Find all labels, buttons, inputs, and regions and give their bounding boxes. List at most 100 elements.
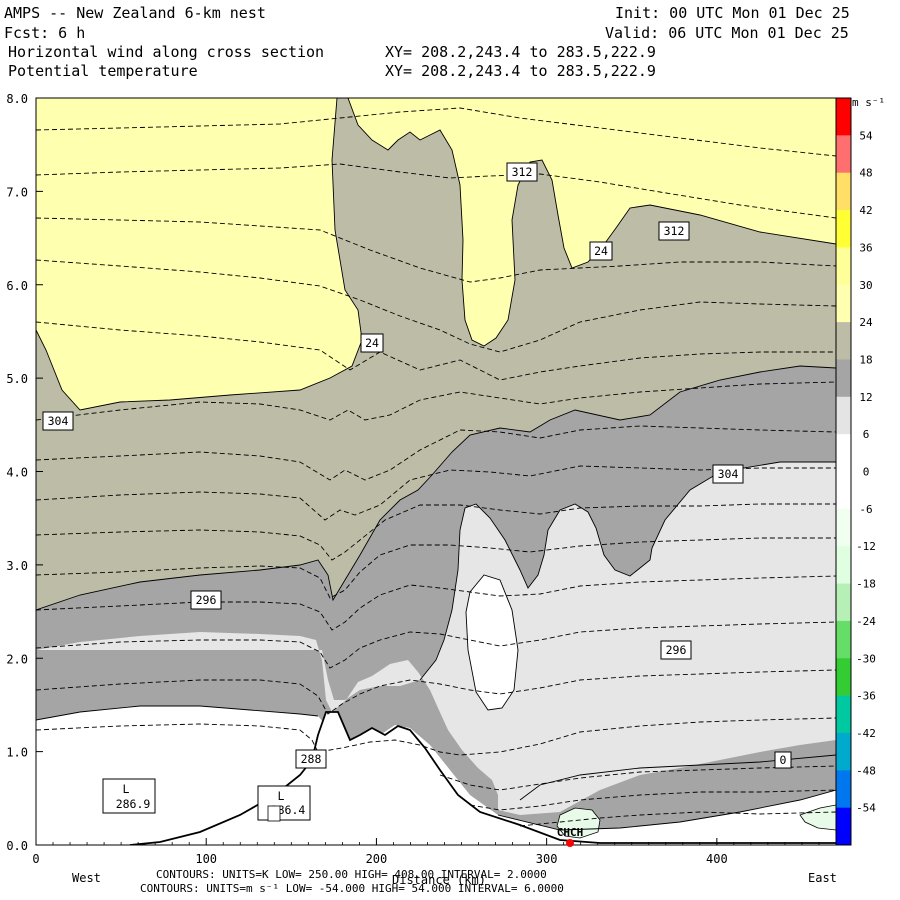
y-axis: 0.0 1.0 2.0 3.0 4.0 5.0 6.0 7.0 8.0	[6, 92, 43, 853]
colorbar-swatch	[836, 695, 851, 734]
station-label: CHCH	[557, 826, 584, 839]
theta-label-box	[712, 464, 744, 484]
y-tick-label: 5.0	[6, 372, 28, 386]
theta-label-box	[295, 749, 327, 769]
theta-contour	[36, 217, 836, 283]
theta-contour	[36, 669, 836, 715]
colorbar-swatch	[836, 434, 851, 472]
theta-label-box	[190, 590, 222, 610]
theta-contour	[36, 425, 836, 481]
theta-contour	[36, 107, 836, 157]
wind-contour-0	[519, 754, 836, 801]
contour-labels: 312 312 304 304 296 296 288 24 24 0 L 28…	[42, 162, 792, 847]
wind-label: 24	[594, 244, 608, 258]
footer-theta-contours: CONTOURS: UNITS=K LOW= 250.00 HIGH= 408.…	[156, 868, 547, 881]
station-marker	[566, 839, 574, 847]
theta-contour	[36, 163, 836, 219]
x-right-label: East	[808, 871, 837, 885]
theta-label: 296	[196, 593, 217, 607]
theta-label-box	[660, 640, 692, 660]
header-valid: Valid: 06 UTC Mon 01 Dec 25	[605, 24, 849, 42]
colorbar-swatch	[836, 546, 851, 584]
low-center-marker: L	[123, 782, 130, 796]
colorbar-level-label: -18	[856, 578, 876, 591]
wind-label-box	[589, 241, 613, 261]
colorbar-level-label: -42	[856, 727, 876, 740]
y-tick-label: 2.0	[6, 652, 28, 666]
colorbar-level-label: -6	[859, 503, 872, 516]
y-tick-label: 4.0	[6, 466, 28, 480]
colorbar-level-label: -12	[856, 540, 876, 553]
x-axis: 0 100 200 300 400	[32, 838, 820, 866]
low-center-inner-box	[267, 805, 281, 822]
colorbar-swatch	[836, 172, 851, 211]
theta-contour	[36, 537, 836, 599]
header-xy1: XY= 208.2,243.4 to 283.5,222.9	[385, 43, 656, 61]
colorbar-swatch	[836, 98, 851, 136]
colorbar-level-label: 36	[859, 241, 872, 254]
theta-label: 312	[512, 165, 533, 179]
theta-contour	[36, 621, 836, 669]
colorbar-unit: m s⁻¹	[852, 96, 885, 109]
colorbar-swatch	[836, 135, 851, 173]
x-left-label: West	[72, 871, 101, 885]
wind-fill-negative	[556, 807, 601, 839]
colorbar-level-label: 24	[859, 316, 873, 329]
low-center-marker: L	[278, 789, 285, 803]
header-init: Init: 00 UTC Mon 01 Dec 25	[615, 4, 850, 22]
wind-fill-negative-east	[799, 804, 836, 831]
theta-contour	[519, 811, 836, 827]
header-xy2: XY= 208.2,243.4 to 283.5,222.9	[385, 62, 656, 80]
low-center-value: 286.9	[116, 797, 151, 811]
colorbar-level-label: -36	[856, 690, 876, 703]
colorbar-level-label: 12	[859, 391, 872, 404]
y-tick-label: 7.0	[6, 185, 28, 199]
colorbar-swatch	[836, 732, 851, 771]
wind-label-box	[774, 751, 792, 769]
low-center-box	[102, 778, 156, 814]
colorbar-swatch	[836, 583, 851, 622]
colorbar-level-label: 42	[859, 204, 872, 217]
y-tick-label: 3.0	[6, 559, 28, 573]
theta-contour	[36, 381, 836, 421]
wind-fill-0-6-core	[466, 575, 518, 710]
theta-contour	[36, 259, 836, 353]
x-tick-label: 100	[195, 852, 217, 866]
low-center-box	[257, 785, 311, 821]
wind-contour-12	[419, 461, 836, 681]
wind-contour-18	[36, 365, 836, 611]
theta-label: 312	[664, 224, 685, 238]
colorbar: m s⁻¹ 54 48 42 36 30 24 18 12 6 0 -6 -12 -18 -24 -30 -3…	[835, 96, 885, 846]
y-tick-label: 8.0	[6, 92, 28, 106]
colorbar-level-label: -54	[856, 802, 876, 815]
theta-contour	[36, 465, 836, 521]
theta-contours	[36, 107, 836, 827]
theta-label: 288	[301, 752, 322, 766]
wind-label-box	[360, 333, 384, 353]
colorbar-level-label: 18	[859, 353, 872, 366]
colorbar-level-label: 6	[863, 428, 870, 441]
colorbar-level-label: 48	[859, 167, 872, 180]
colorbar-swatch	[836, 658, 851, 696]
colorbar-level-label: 54	[859, 129, 873, 142]
colorbar-frame	[835, 97, 852, 846]
colorbar-swatch	[836, 359, 851, 398]
wind-contour-24	[36, 98, 363, 411]
wind-label: 0	[780, 753, 787, 767]
x-tick-label: 0	[32, 852, 39, 866]
colorbar-swatch	[836, 396, 851, 435]
theta-label: 304	[718, 467, 739, 481]
terrain-fill	[36, 712, 836, 845]
x-axis-title: Distance (km)	[392, 873, 486, 887]
theta-contour	[36, 321, 836, 381]
colorbar-swatch	[836, 807, 851, 846]
theta-label: 304	[48, 414, 69, 428]
theta-contour	[36, 717, 836, 756]
colorbar-level-label: -30	[856, 652, 876, 665]
x-tick-label: 400	[706, 852, 728, 866]
header-field2: Potential temperature	[8, 62, 198, 80]
theta-label-box	[506, 162, 538, 182]
colorbar-swatch	[836, 210, 851, 248]
y-tick-label: 6.0	[6, 279, 28, 293]
